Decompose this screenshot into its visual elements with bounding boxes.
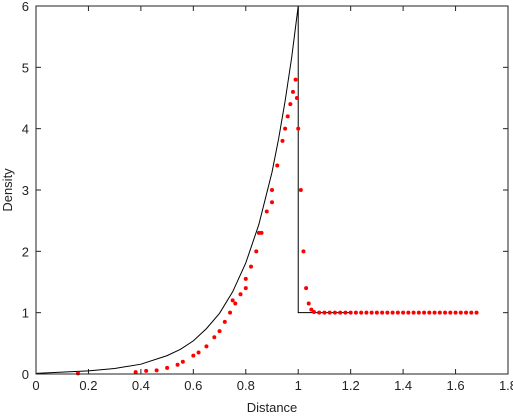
point xyxy=(301,249,306,254)
point xyxy=(448,310,453,315)
point xyxy=(432,310,437,315)
point xyxy=(327,310,332,315)
point xyxy=(243,286,248,291)
x-tick-label: 1.4 xyxy=(394,378,412,393)
y-axis-label: Density xyxy=(0,168,15,212)
point xyxy=(144,368,149,373)
point xyxy=(453,310,458,315)
point xyxy=(343,310,348,315)
x-tick-label: 0.8 xyxy=(237,378,255,393)
point xyxy=(332,310,337,315)
point xyxy=(175,362,180,367)
point xyxy=(306,301,311,306)
point xyxy=(217,329,222,334)
point xyxy=(401,310,406,315)
point xyxy=(469,310,474,315)
y-tick-label: 4 xyxy=(22,122,29,137)
point xyxy=(385,310,390,315)
point xyxy=(411,310,416,315)
x-tick-label: 0.6 xyxy=(184,378,202,393)
point xyxy=(270,200,274,205)
point xyxy=(233,301,238,306)
point xyxy=(191,353,196,358)
point xyxy=(204,344,209,349)
point xyxy=(464,310,469,315)
point xyxy=(222,319,227,324)
point xyxy=(390,310,395,315)
point xyxy=(406,310,411,315)
point xyxy=(298,188,303,192)
point xyxy=(309,307,314,312)
point xyxy=(443,310,448,315)
point xyxy=(283,126,288,131)
point xyxy=(285,114,290,119)
x-tick-label: 1.6 xyxy=(447,378,465,393)
point xyxy=(228,310,233,315)
point xyxy=(322,310,327,315)
point xyxy=(369,310,374,315)
point xyxy=(474,310,479,315)
point xyxy=(311,310,316,315)
x-tick-label: 0.2 xyxy=(79,378,97,393)
point xyxy=(243,276,248,281)
y-tick-label: 1 xyxy=(22,306,29,321)
point xyxy=(359,310,364,315)
point xyxy=(380,310,385,315)
point xyxy=(165,365,170,370)
plot-frame xyxy=(35,5,509,375)
point xyxy=(75,371,80,376)
point xyxy=(395,310,400,315)
y-tick-label: 0 xyxy=(22,367,29,382)
point xyxy=(437,310,442,315)
y-tick-label: 6 xyxy=(22,0,29,14)
point xyxy=(317,310,322,315)
point xyxy=(154,368,159,373)
x-tick-label: 1.2 xyxy=(342,378,360,393)
point xyxy=(294,96,299,100)
point xyxy=(296,126,301,131)
point xyxy=(293,77,298,82)
point xyxy=(180,359,185,364)
point xyxy=(230,298,235,303)
point xyxy=(133,370,138,375)
point xyxy=(458,310,463,315)
point xyxy=(275,163,280,168)
point xyxy=(259,230,264,235)
point xyxy=(290,89,295,94)
point xyxy=(288,102,293,107)
point xyxy=(348,310,353,315)
point xyxy=(422,310,427,315)
point xyxy=(212,335,217,340)
x-tick-label: 1.8 xyxy=(499,378,513,393)
point xyxy=(254,249,259,254)
y-tick-label: 3 xyxy=(22,183,29,198)
point xyxy=(249,264,254,269)
point xyxy=(270,188,274,192)
curve xyxy=(35,5,351,374)
x-tick-label: 0 xyxy=(32,378,39,393)
y-tick-label: 5 xyxy=(22,60,29,75)
point xyxy=(427,310,432,315)
point xyxy=(338,310,343,315)
x-axis-label: Distance xyxy=(247,400,298,415)
point xyxy=(416,310,421,315)
point xyxy=(364,310,369,315)
point xyxy=(353,310,358,315)
x-tick-label: 0.4 xyxy=(132,378,150,393)
point xyxy=(280,138,285,143)
x-tick-label: 1 xyxy=(295,378,302,393)
point xyxy=(264,209,269,214)
y-tick-label: 2 xyxy=(22,244,29,259)
point xyxy=(196,350,201,355)
point xyxy=(374,310,379,315)
point xyxy=(304,286,309,291)
point xyxy=(238,292,243,297)
